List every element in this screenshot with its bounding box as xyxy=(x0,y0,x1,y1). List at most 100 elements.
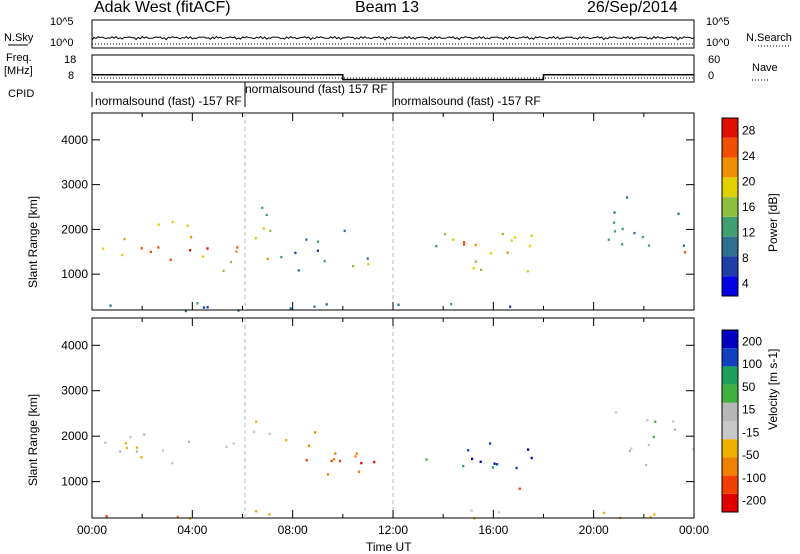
power-cell xyxy=(526,270,529,273)
power-cell xyxy=(123,237,126,241)
xlabel: Time UT xyxy=(366,540,412,554)
velocity-colorbar-band xyxy=(722,384,738,403)
power-cell xyxy=(452,238,455,241)
power-colorbar-band xyxy=(722,276,738,296)
power-cell xyxy=(297,269,300,272)
power-colorbar-tick: 24 xyxy=(742,149,756,163)
velocity-cell xyxy=(355,452,358,455)
velocity-ytick-label: 4000 xyxy=(61,338,88,352)
velocity-cell xyxy=(518,487,521,490)
freq-label: Freq. xyxy=(6,52,32,64)
velocity-ytick-label: 2000 xyxy=(61,429,88,443)
velocity-cell xyxy=(176,515,179,519)
velocity-cell xyxy=(225,445,228,449)
nsky-label: N.Sky xyxy=(4,32,34,44)
velocity-cell xyxy=(498,511,501,514)
velocity-colorbar-band xyxy=(722,348,738,367)
velocity-cell xyxy=(255,420,258,423)
power-cell xyxy=(294,251,297,255)
power-cell xyxy=(621,243,624,246)
velocity-cell xyxy=(357,470,360,473)
velocity-colorbar-tick: -100 xyxy=(742,471,766,485)
power-colorbar-band xyxy=(722,216,738,237)
power-cell xyxy=(109,304,112,307)
power-cell xyxy=(450,302,453,306)
xtick-label: 16:00 xyxy=(478,523,508,537)
power-colorbar-tick: 12 xyxy=(742,225,756,239)
velocity-colorbar-band xyxy=(722,421,738,440)
power-cell xyxy=(235,250,238,253)
velocity-cell xyxy=(647,444,650,447)
velocity-cell xyxy=(654,420,657,423)
velocity-cell xyxy=(187,440,190,443)
power-cell xyxy=(682,244,685,247)
xtick-label: 04:00 xyxy=(177,523,207,537)
power-cell xyxy=(229,260,233,264)
power-cell xyxy=(621,227,624,231)
nsearch-tick-top: 10^5 xyxy=(706,16,730,28)
power-colorbar-band xyxy=(722,157,738,178)
power-cell xyxy=(444,233,447,236)
power-cell xyxy=(489,252,493,255)
velocity-colorbar-band xyxy=(722,493,738,512)
velocity-cell xyxy=(653,513,656,516)
cpid-text-2: normalsound (fast) 157 RF xyxy=(245,82,388,96)
power-cell xyxy=(313,305,316,308)
velocity-cell xyxy=(354,455,357,458)
power-cell xyxy=(157,246,160,249)
velocity-cell xyxy=(135,450,138,453)
radar-title: Adak West (fitACF) xyxy=(94,0,231,16)
power-cell xyxy=(613,221,616,224)
velocity-cell xyxy=(136,446,139,449)
velocity-colorbar-frame xyxy=(721,329,739,513)
xtick-label: 08:00 xyxy=(278,523,308,537)
velocity-colorbar-tick: -15 xyxy=(742,425,760,439)
power-ytick-label: 1000 xyxy=(61,267,88,281)
power-colorbar-band xyxy=(722,197,738,217)
power-colorbar-band xyxy=(722,256,738,277)
velocity-cell xyxy=(326,473,329,476)
velocity-cell xyxy=(515,466,518,470)
power-cell xyxy=(190,236,193,239)
power-cell xyxy=(189,249,192,252)
velocity-colorbar-band xyxy=(722,475,738,494)
velocity-cell xyxy=(104,441,107,444)
power-ytick-label: 2000 xyxy=(61,222,88,236)
cpid-text-1: normalsound (fast) -157 RF xyxy=(95,94,242,108)
power-colorbar-tick: 16 xyxy=(742,200,756,214)
freq-unit: [MHz] xyxy=(4,65,33,77)
freq-tick-top: 18 xyxy=(64,54,77,66)
velocity-cell xyxy=(124,442,127,445)
power-cell xyxy=(530,234,533,237)
power-cell xyxy=(262,227,265,230)
velocity-cell xyxy=(489,442,492,445)
power-cell xyxy=(367,262,370,266)
power-cell xyxy=(677,212,680,215)
power-cell xyxy=(462,241,466,244)
velocity-cell xyxy=(268,513,271,516)
power-cell xyxy=(647,244,651,247)
power-cell xyxy=(265,213,268,217)
velocity-ytick-label: 3000 xyxy=(61,384,88,398)
velocity-cell xyxy=(527,448,530,451)
power-cell xyxy=(501,232,504,236)
power-cell xyxy=(280,255,283,259)
velocity-cell xyxy=(493,462,496,465)
power-cell xyxy=(343,229,346,233)
xtick-label: 00:00 xyxy=(77,523,107,537)
velocity-cell xyxy=(630,447,633,450)
power-cell xyxy=(397,303,400,306)
velocity-cell xyxy=(334,452,337,455)
power-cell xyxy=(266,257,269,260)
nsearch-label: N.Search xyxy=(746,32,792,44)
nsky-trace xyxy=(91,35,695,41)
power-cell xyxy=(366,257,369,260)
power-cell xyxy=(202,306,206,309)
velocity-cell xyxy=(692,448,695,451)
xtick-label: 20:00 xyxy=(579,523,609,537)
velocity-colorbar-tick: -50 xyxy=(742,448,760,462)
power-ytick-label: 4000 xyxy=(61,133,88,147)
power-colorbar-band xyxy=(722,236,738,257)
velocity-cell xyxy=(652,435,655,439)
